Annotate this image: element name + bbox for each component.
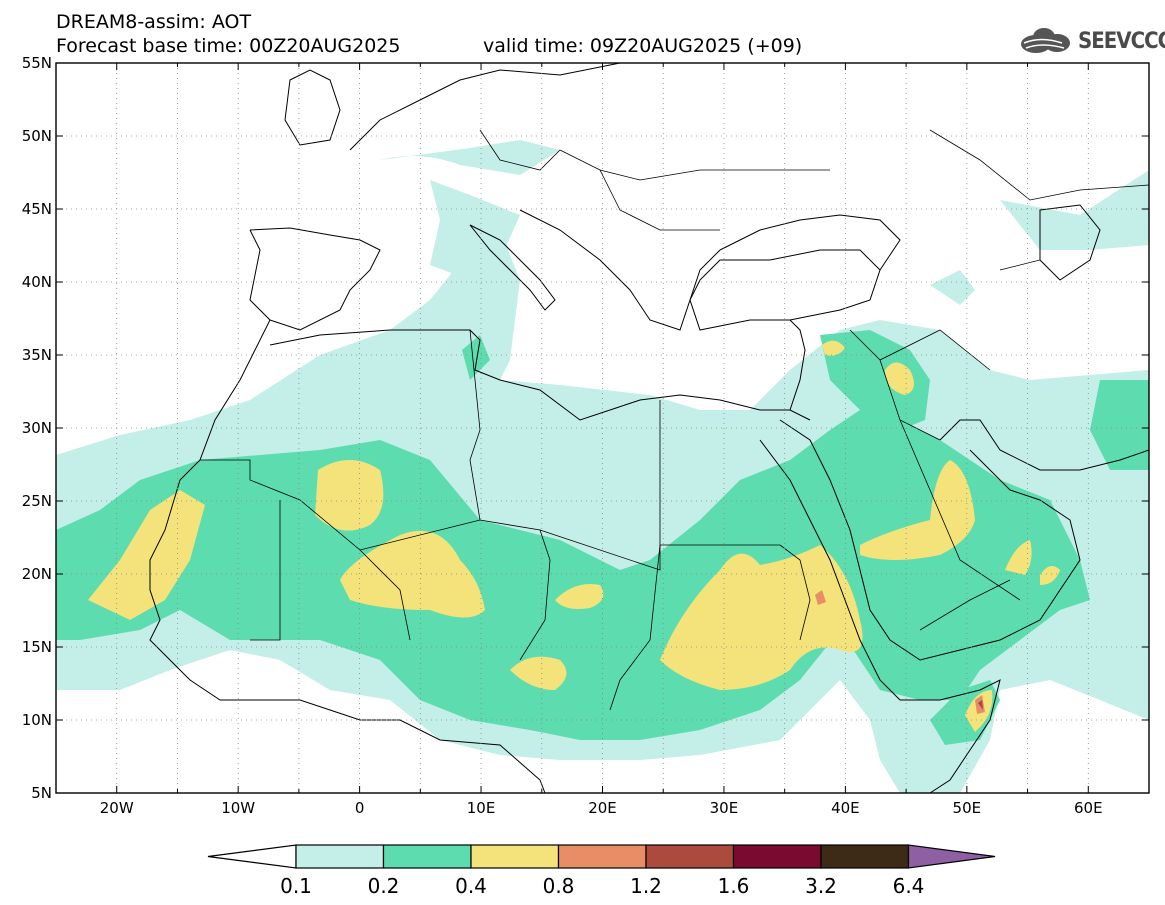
- aot-band-0.1-europe: [380, 140, 560, 175]
- latitude-label: 45N: [22, 200, 52, 218]
- aot-band-0.4-yemen: [1040, 566, 1060, 585]
- aot-band-0.4-arabia: [860, 460, 975, 560]
- cloud-logo-icon: [1021, 28, 1070, 53]
- aot-band-1.2-somalia: [978, 700, 983, 710]
- colorbar-label: 3.2: [805, 874, 837, 898]
- colorbar: [207, 844, 996, 869]
- colorbar-segment: [295, 844, 385, 869]
- colorbar-labels: 0.1 0.2 0.4 0.8 1.2 1.6 3.2 6.4: [280, 874, 924, 898]
- aot-band-0.4-western-sahara: [88, 490, 205, 620]
- levant-coast: [789, 319, 806, 411]
- colorbar-segment: [557, 844, 647, 869]
- latitude-label: 35N: [22, 346, 52, 364]
- colorbar-lower-arrow: [207, 844, 297, 869]
- latitude-label: 40N: [22, 273, 52, 291]
- latitude-labels: 55N 50N 45N 40N 35N 30N 25N 20N 15N 10N 5N: [22, 54, 52, 802]
- aot-band-0.2-tunisia: [462, 335, 490, 380]
- colorbar-upper-arrow: [907, 844, 996, 869]
- colorbar-label: 1.2: [630, 874, 662, 898]
- aot-band-0.4-oman: [1005, 540, 1032, 575]
- aot-band-0.4-sudan: [660, 545, 863, 690]
- aot-band-0.4-syria: [822, 340, 845, 356]
- balkan-coast: [519, 209, 721, 331]
- aot-field: [56, 140, 1149, 793]
- longitude-label: 20E: [588, 799, 617, 817]
- aot-band-0.4-chad: [555, 584, 604, 609]
- iberia-coast: [249, 227, 381, 331]
- longitude-label: 60E: [1074, 799, 1103, 817]
- latitude-label: 5N: [31, 784, 52, 802]
- latitude-label: 10N: [22, 711, 52, 729]
- colorbar-label: 0.4: [455, 874, 487, 898]
- aot-band-0.2-mesopotamia: [820, 330, 930, 430]
- colorbar-label: 6.4: [893, 874, 925, 898]
- latitude-label: 25N: [22, 492, 52, 510]
- aot-band-0.1-mediterranean: [430, 180, 520, 280]
- colorbar-segment: [820, 844, 910, 869]
- coastlines: [149, 63, 1149, 793]
- italy-coast: [469, 224, 556, 311]
- red-sea-coast-east: [779, 419, 1081, 661]
- colorbar-label: 0.1: [280, 874, 312, 898]
- aot-band-0.4-mali-niger: [340, 530, 485, 618]
- logo-text: SEEVCCC: [1078, 29, 1165, 54]
- colorbar-label: 0.8: [543, 874, 575, 898]
- colorbar-segment: [470, 844, 560, 869]
- longitude-label: 30E: [710, 799, 739, 817]
- colorbar-label: 1.6: [718, 874, 750, 898]
- product-title: DREAM8-assim: AOT: [56, 11, 252, 33]
- longitude-labels: 20W 10W 0 10E 20E 30E 40E 50E 60E: [100, 799, 1103, 817]
- aot-band-0.1-arabian-sea: [1060, 615, 1149, 680]
- aot-band-0.2-sahel: [56, 410, 1090, 740]
- latitude-label: 15N: [22, 638, 52, 656]
- latitude-label: 30N: [22, 419, 52, 437]
- aot-band-0.4-algeria: [315, 460, 384, 531]
- longitude-label: 50E: [953, 799, 982, 817]
- aot-band-0.1-black-sea: [930, 270, 975, 305]
- valid-time: valid time: 09Z20AUG2025 (+09): [483, 35, 803, 57]
- longitude-label: 20W: [100, 799, 134, 817]
- longitude-label: 40E: [831, 799, 860, 817]
- aot-band-0.1-caspian: [1000, 170, 1149, 250]
- black-sea-coast: [719, 214, 901, 271]
- country-borders: [200, 129, 1149, 711]
- gulf-coast: [939, 419, 1149, 471]
- longitude-label: 10W: [221, 799, 255, 817]
- forecast-base-time: Forecast base time: 00Z20AUG2025: [56, 35, 401, 57]
- aot-band-0.2-iran: [1090, 380, 1149, 470]
- colorbar-segment: [732, 844, 822, 869]
- aot-band-0.4-iraq: [885, 362, 914, 395]
- axis-ticks: [55, 62, 1150, 794]
- latitude-label: 50N: [22, 127, 52, 145]
- colorbar-label: 0.2: [368, 874, 400, 898]
- aot-band-0.4-nigeria: [510, 656, 567, 690]
- horn-coast: [900, 679, 1001, 793]
- latitude-label: 20N: [22, 565, 52, 583]
- red-sea-coast-west: [759, 439, 901, 701]
- north-europe-coast: [349, 63, 621, 151]
- west-africa-coast: [149, 229, 546, 793]
- aot-band-0.8-ethiopia: [815, 590, 826, 605]
- longitude-label: 0: [355, 799, 365, 817]
- britain-coast: [284, 69, 341, 146]
- turkey-coast: [689, 249, 881, 331]
- latitude-label: 55N: [22, 54, 52, 72]
- longitude-label: 10E: [467, 799, 496, 817]
- colorbar-segment: [382, 844, 472, 869]
- colorbar-segment: [645, 844, 735, 869]
- north-africa-coast: [269, 329, 811, 421]
